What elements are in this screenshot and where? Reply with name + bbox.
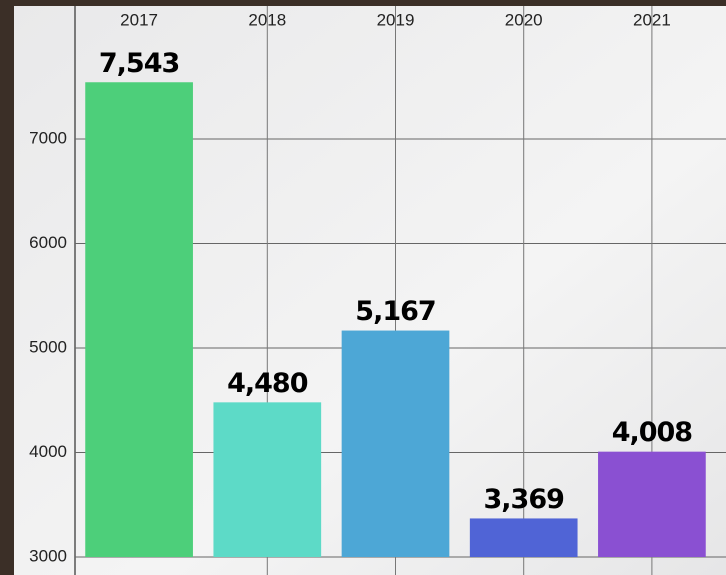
x-tick-label: 2019 [377,10,415,29]
bar [85,82,193,557]
y-tick-label: 3000 [29,546,67,565]
x-tick-label: 2017 [120,10,158,29]
value-label: 7,543 [99,48,179,79]
bar [342,331,450,557]
value-label: 5,167 [355,296,435,327]
bar [598,452,706,557]
x-tick-label: 2021 [633,10,671,29]
x-tick-label: 2020 [505,10,543,29]
y-tick-label: 4000 [29,442,67,461]
y-tick-label: 7000 [29,128,67,147]
bar [213,402,321,557]
y-tick-label: 6000 [29,233,67,252]
value-label: 3,369 [483,484,564,515]
page: 3000 4000 5000 6000 7000 2017 7,543 2018 4,480 20… [0,0,726,575]
x-tick-label: 2018 [248,10,286,29]
chart: 3000 4000 5000 6000 7000 2017 7,543 2018 4,480 20… [0,0,726,575]
y-tick-label: 5000 [29,337,67,356]
bar [470,518,578,557]
value-label: 4,008 [612,417,693,448]
value-label: 4,480 [227,368,308,399]
